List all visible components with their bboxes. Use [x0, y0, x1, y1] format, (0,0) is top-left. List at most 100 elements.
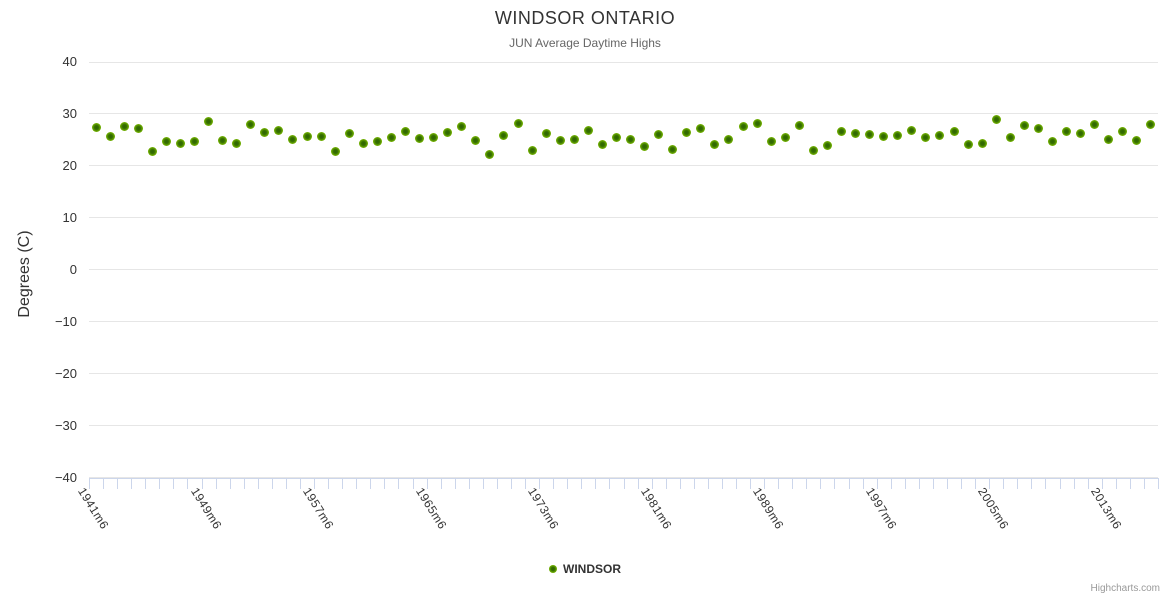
data-point[interactable]	[274, 126, 284, 136]
data-point[interactable]	[1118, 126, 1128, 136]
data-point[interactable]	[204, 116, 214, 126]
data-point[interactable]	[1062, 126, 1072, 136]
data-point[interactable]	[288, 134, 298, 144]
data-point[interactable]	[780, 132, 790, 142]
data-point[interactable]	[527, 145, 537, 155]
data-point[interactable]	[1090, 120, 1100, 130]
x-axis-tick	[159, 478, 161, 489]
data-point[interactable]	[541, 128, 551, 138]
x-axis-tick	[693, 478, 695, 489]
x-axis-tick	[1143, 478, 1145, 489]
x-axis-tick	[961, 478, 963, 489]
data-point[interactable]	[696, 124, 706, 134]
x-axis-tick	[117, 478, 119, 489]
data-point[interactable]	[302, 132, 312, 142]
legend[interactable]: WINDSOR	[0, 562, 1170, 576]
data-point[interactable]	[865, 130, 875, 140]
data-point[interactable]	[738, 122, 748, 132]
data-point[interactable]	[710, 140, 720, 150]
data-point[interactable]	[105, 132, 115, 142]
data-point[interactable]	[1019, 121, 1029, 131]
data-point[interactable]	[260, 128, 270, 138]
x-axis-tick	[539, 478, 541, 489]
data-point[interactable]	[794, 121, 804, 131]
x-axis-tick	[328, 478, 330, 489]
data-point[interactable]	[991, 115, 1001, 125]
data-point[interactable]	[963, 140, 973, 150]
data-point[interactable]	[1104, 134, 1114, 144]
data-point[interactable]	[133, 123, 143, 133]
credits-link[interactable]: Highcharts.com	[1090, 583, 1160, 594]
data-point[interactable]	[668, 144, 678, 154]
data-point[interactable]	[597, 140, 607, 150]
data-point[interactable]	[1132, 136, 1142, 146]
x-axis-tick	[356, 478, 358, 489]
data-point[interactable]	[808, 145, 818, 155]
data-point[interactable]	[893, 131, 903, 141]
data-point[interactable]	[682, 128, 692, 138]
data-point[interactable]	[1033, 124, 1043, 134]
data-point[interactable]	[555, 136, 565, 146]
data-point[interactable]	[822, 140, 832, 150]
y-axis-tick-label: −10	[54, 313, 77, 329]
x-axis-tick	[679, 478, 681, 489]
data-point[interactable]	[457, 121, 467, 131]
data-point[interactable]	[161, 136, 171, 146]
data-point[interactable]	[766, 137, 776, 147]
y-gridline	[89, 373, 1158, 375]
x-axis-tick	[932, 478, 934, 489]
data-point[interactable]	[611, 132, 621, 142]
data-point[interactable]	[471, 136, 481, 146]
data-point[interactable]	[935, 130, 945, 140]
x-axis-tick	[257, 478, 259, 489]
data-point[interactable]	[246, 119, 256, 129]
data-point[interactable]	[218, 135, 228, 145]
data-point[interactable]	[386, 132, 396, 142]
data-point[interactable]	[949, 126, 959, 136]
legend-series-label[interactable]: WINDSOR	[563, 562, 621, 576]
data-point[interactable]	[485, 150, 495, 160]
data-point[interactable]	[640, 141, 650, 151]
data-point[interactable]	[907, 125, 917, 135]
x-axis-tick	[145, 478, 147, 489]
data-point[interactable]	[91, 123, 101, 133]
x-axis-tick	[243, 478, 245, 489]
data-point[interactable]	[119, 121, 129, 131]
data-point[interactable]	[499, 131, 509, 141]
data-point[interactable]	[583, 125, 593, 135]
data-point[interactable]	[400, 126, 410, 136]
data-point[interactable]	[921, 132, 931, 142]
data-point[interactable]	[837, 127, 847, 137]
x-axis-tick	[482, 478, 484, 489]
data-point[interactable]	[232, 139, 242, 149]
x-axis-tick	[848, 478, 850, 489]
data-point[interactable]	[1005, 132, 1015, 142]
data-point[interactable]	[569, 134, 579, 144]
data-point[interactable]	[429, 133, 439, 143]
data-point[interactable]	[147, 147, 157, 157]
data-point[interactable]	[752, 119, 762, 129]
data-point[interactable]	[1076, 128, 1086, 138]
data-point[interactable]	[724, 135, 734, 145]
x-axis-tick	[1158, 478, 1159, 489]
data-point[interactable]	[879, 132, 889, 142]
data-point[interactable]	[415, 133, 425, 143]
x-axis-tick	[215, 478, 217, 489]
data-point[interactable]	[316, 132, 326, 142]
data-point[interactable]	[189, 137, 199, 147]
data-point[interactable]	[626, 135, 636, 145]
data-point[interactable]	[443, 128, 453, 138]
data-point[interactable]	[977, 138, 987, 148]
x-axis-tick	[468, 478, 470, 489]
data-point[interactable]	[1146, 120, 1156, 130]
data-point[interactable]	[851, 128, 861, 138]
data-point[interactable]	[654, 130, 664, 140]
x-axis-line	[89, 477, 1159, 479]
data-point[interactable]	[513, 119, 523, 129]
data-point[interactable]	[358, 139, 368, 149]
data-point[interactable]	[372, 137, 382, 147]
data-point[interactable]	[330, 146, 340, 156]
data-point[interactable]	[175, 139, 185, 149]
data-point[interactable]	[344, 128, 354, 138]
data-point[interactable]	[1048, 137, 1057, 147]
